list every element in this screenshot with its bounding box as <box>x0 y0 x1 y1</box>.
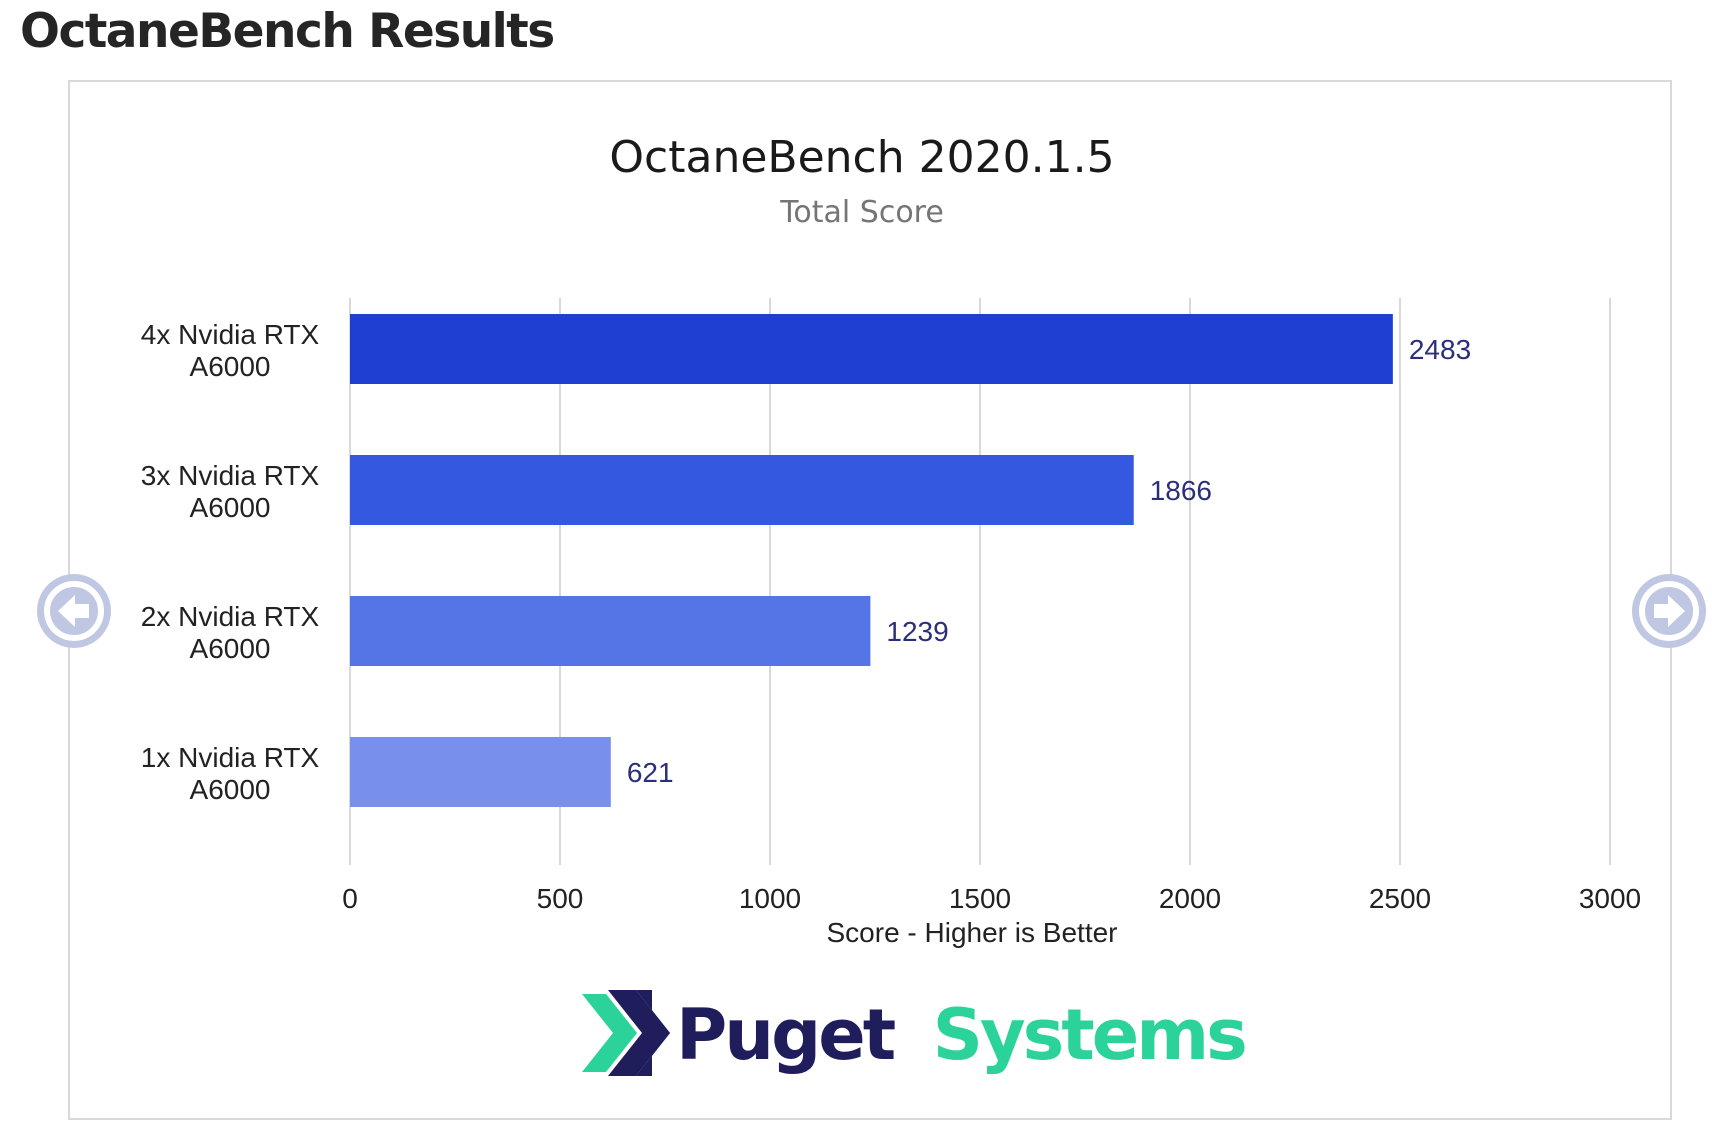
x-axis-label: Score - Higher is Better <box>827 917 1118 948</box>
x-tick-label: 500 <box>537 883 584 914</box>
bar <box>350 314 1393 384</box>
x-tick-label: 2000 <box>1159 883 1221 914</box>
puget-chevron-icon <box>582 990 670 1076</box>
bar-value-label: 1239 <box>886 616 948 647</box>
category-label-line: 1x Nvidia RTX <box>141 742 320 773</box>
svg-text:Puget Systems: Puget Systems <box>676 994 1245 1076</box>
category-label: 2x Nvidia RTX A6000 <box>141 601 320 664</box>
chart-subtitle: Total Score <box>779 195 944 230</box>
logo-text-puget: Puget <box>676 994 895 1076</box>
x-tick-labels: 0 500 1000 1500 2000 2500 3000 <box>342 883 1641 914</box>
right-arrow-icon <box>1639 581 1699 641</box>
page-heading: OctaneBench Results <box>20 4 555 59</box>
category-label: 1x Nvidia RTX A6000 <box>141 742 320 805</box>
x-tick-label: 3000 <box>1579 883 1641 914</box>
chart: OctaneBench 2020.1.5 Total Score 2483 186… <box>141 132 1641 1076</box>
category-label-line: A6000 <box>190 351 271 382</box>
bar-value-label: 621 <box>627 757 674 788</box>
category-label-line: A6000 <box>190 492 271 523</box>
category-label-line: 4x Nvidia RTX <box>141 319 320 350</box>
carousel-next-button[interactable] <box>1632 574 1706 648</box>
left-arrow-icon <box>44 581 104 641</box>
carousel-prev-button[interactable] <box>37 574 111 648</box>
puget-systems-logo: Puget Systems <box>582 990 1248 1076</box>
bar-value-label: 1866 <box>1150 475 1212 506</box>
bar-value-label: 2483 <box>1409 334 1471 365</box>
chart-frame: OctaneBench 2020.1.5 Total Score 2483 186… <box>68 80 1672 1120</box>
bar <box>350 455 1134 525</box>
bar <box>350 596 871 666</box>
chart-title: OctaneBench 2020.1.5 <box>609 132 1114 183</box>
logo-text-systems: Systems <box>933 994 1246 1076</box>
x-tick-label: 2500 <box>1369 883 1431 914</box>
category-label-line: 3x Nvidia RTX <box>141 460 320 491</box>
x-tick-label: 1000 <box>739 883 801 914</box>
gridlines <box>349 298 1611 865</box>
bar <box>350 737 611 807</box>
category-label: 4x Nvidia RTX A6000 <box>141 319 320 382</box>
category-label: 3x Nvidia RTX A6000 <box>141 460 320 523</box>
category-label-line: A6000 <box>190 774 271 805</box>
category-label-line: A6000 <box>190 633 271 664</box>
x-tick-label: 0 <box>342 883 358 914</box>
bars: 2483 1866 1239 621 <box>350 314 1471 807</box>
x-tick-label: 1500 <box>949 883 1011 914</box>
category-label-line: 2x Nvidia RTX <box>141 601 320 632</box>
